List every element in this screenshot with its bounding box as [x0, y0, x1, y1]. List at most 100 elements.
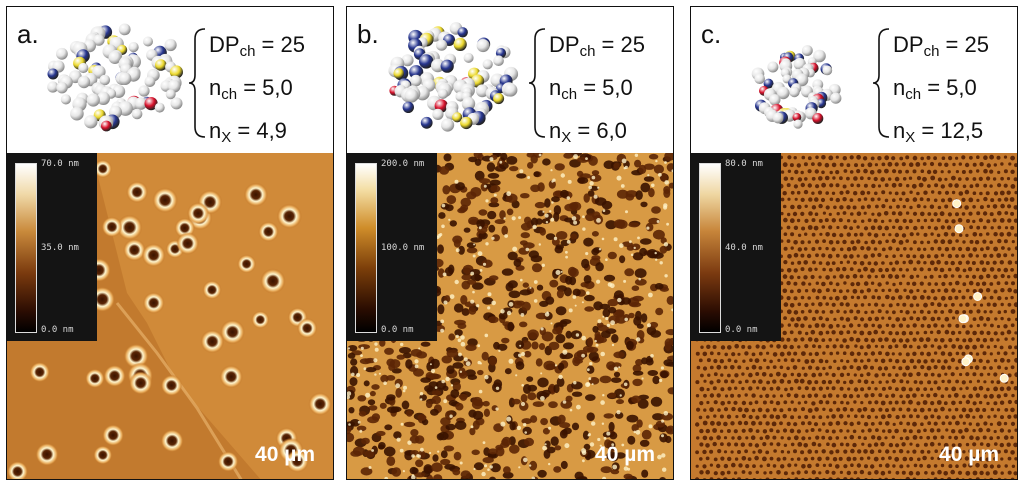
molecule-bead — [47, 68, 59, 80]
molecule-bead — [769, 94, 781, 106]
molecule-bead — [144, 76, 156, 87]
brace-c — [873, 28, 890, 138]
params-a: DPch = 25 nch = 5,0 nX = 4,9 — [209, 27, 305, 156]
molecule-bead — [789, 86, 800, 98]
molecule-bead — [457, 27, 468, 38]
colorbar-min: 0.0 nm — [381, 325, 414, 335]
molecule-bead — [452, 112, 463, 123]
molecule-bead — [793, 119, 803, 129]
molecule-b-image — [388, 22, 519, 132]
molecule-bead — [493, 55, 504, 66]
molecule-bead — [461, 97, 476, 111]
molecule-bead — [812, 113, 824, 124]
molecule-bead — [78, 62, 89, 74]
molecule-bead — [463, 52, 474, 63]
panel-a-label: a. — [17, 19, 39, 49]
molecule-a-image — [47, 23, 183, 132]
molecule-bead — [144, 97, 158, 111]
molecule-bead — [118, 72, 132, 85]
brace-b — [529, 28, 546, 138]
molecule-bead — [777, 86, 790, 100]
molecule-bead — [164, 38, 177, 52]
molecule-bead — [493, 93, 505, 105]
molecule-bead — [108, 51, 122, 64]
panel-c-label: c. — [701, 19, 722, 49]
molecule-bead — [155, 59, 167, 71]
molecule-bead — [101, 120, 112, 132]
molecule-bead — [393, 68, 405, 79]
molecule-bead — [453, 37, 467, 51]
colorbar-min: 0.0 nm — [725, 325, 758, 335]
molecule-bead — [476, 39, 490, 53]
molecule-bead — [143, 36, 153, 47]
molecule-bead — [128, 42, 139, 53]
molecule-bead — [56, 82, 68, 94]
molecule-bead — [482, 59, 493, 70]
panel-b-header: b. DPch = 25 nch = 5,0 nX = 6,0 — [347, 7, 673, 153]
param-nch: nch = 5,0 — [549, 75, 633, 103]
molecule-bead — [170, 97, 183, 110]
molecule-bead — [165, 89, 176, 100]
param-nx: nX = 12,5 — [893, 118, 984, 146]
params-b: DPch = 25 nch = 5,0 nX = 6,0 — [549, 27, 645, 156]
params-c: DPch = 25 nch = 5,0 nX = 12,5 — [893, 27, 989, 156]
molecule-bead — [460, 116, 473, 130]
colorbar-min: 0.0 nm — [41, 325, 74, 335]
molecule-bead — [56, 47, 68, 60]
molecule-bead — [131, 108, 143, 120]
scale-bar-a: 40 µm — [255, 443, 315, 466]
colorbar-mid: 100.0 nm — [381, 243, 425, 253]
param-nch: nch = 5,0 — [893, 75, 977, 103]
molecule-bead — [419, 54, 434, 69]
molecule-bead — [96, 91, 110, 105]
molecule-bead — [420, 116, 433, 129]
molecule-bead — [813, 49, 826, 63]
molecule-bead — [47, 81, 59, 93]
molecule-bead — [86, 93, 100, 107]
molecule-bead — [440, 59, 454, 73]
molecule-bead — [830, 92, 842, 104]
colorbar-gradient — [699, 163, 721, 333]
molecule-bead — [169, 65, 183, 79]
molecule-bead — [432, 108, 444, 120]
molecule-bead — [763, 78, 774, 89]
colorbar-mid: 35.0 nm — [41, 243, 79, 253]
molecule-bead — [795, 73, 809, 87]
molecule-bead — [402, 101, 414, 114]
molecule-bead — [134, 97, 148, 110]
panel-a: a. DPch = 25 nch = 5,0 nX = 4,9 70.0 nm … — [6, 6, 334, 480]
molecule-bead — [93, 34, 105, 46]
param-nch: nch = 5,0 — [209, 75, 293, 103]
param-dp: DPch = 25 — [549, 32, 645, 60]
molecule-bead — [77, 75, 91, 89]
molecule-bead — [754, 73, 765, 84]
molecule-bead — [504, 83, 518, 97]
colorbar-a: 70.0 nm 35.0 nm 0.0 nm — [7, 153, 97, 341]
colorbar-max: 200.0 nm — [381, 159, 425, 169]
brace-a — [189, 28, 206, 138]
molecule-bead — [437, 88, 448, 99]
scale-bar-b: 40 µm — [595, 443, 655, 466]
panel-a-header: a. DPch = 25 nch = 5,0 nX = 4,9 — [7, 7, 333, 153]
panel-c: c. DPch = 25 nch = 5,0 nX = 12,5 80.0 nm… — [690, 6, 1018, 480]
colorbar-mid: 40.0 nm — [725, 243, 763, 253]
panel-b: b. DPch = 25 nch = 5,0 nX = 6,0 200.0 nm… — [346, 6, 674, 480]
molecule-c-image — [751, 45, 842, 129]
molecule-bead — [801, 45, 813, 56]
molecule-bead — [410, 74, 422, 87]
molecule-bead — [792, 112, 802, 122]
molecule-bead — [822, 65, 833, 76]
panel-b-label: b. — [357, 19, 379, 49]
scale-bar-c: 40 µm — [939, 443, 999, 466]
molecule-bead — [99, 74, 111, 86]
molecule-bead — [138, 85, 150, 97]
molecule-bead — [767, 61, 779, 73]
colorbar-max: 80.0 nm — [725, 159, 763, 169]
molecule-bead — [475, 84, 489, 98]
colorbar-max: 70.0 nm — [41, 159, 79, 169]
molecule-bead — [441, 118, 455, 132]
colorbar-gradient — [355, 163, 377, 333]
molecule-bead — [154, 102, 165, 113]
molecule-bead — [84, 115, 98, 129]
colorbar-c: 80.0 nm 40.0 nm 0.0 nm — [691, 153, 781, 341]
